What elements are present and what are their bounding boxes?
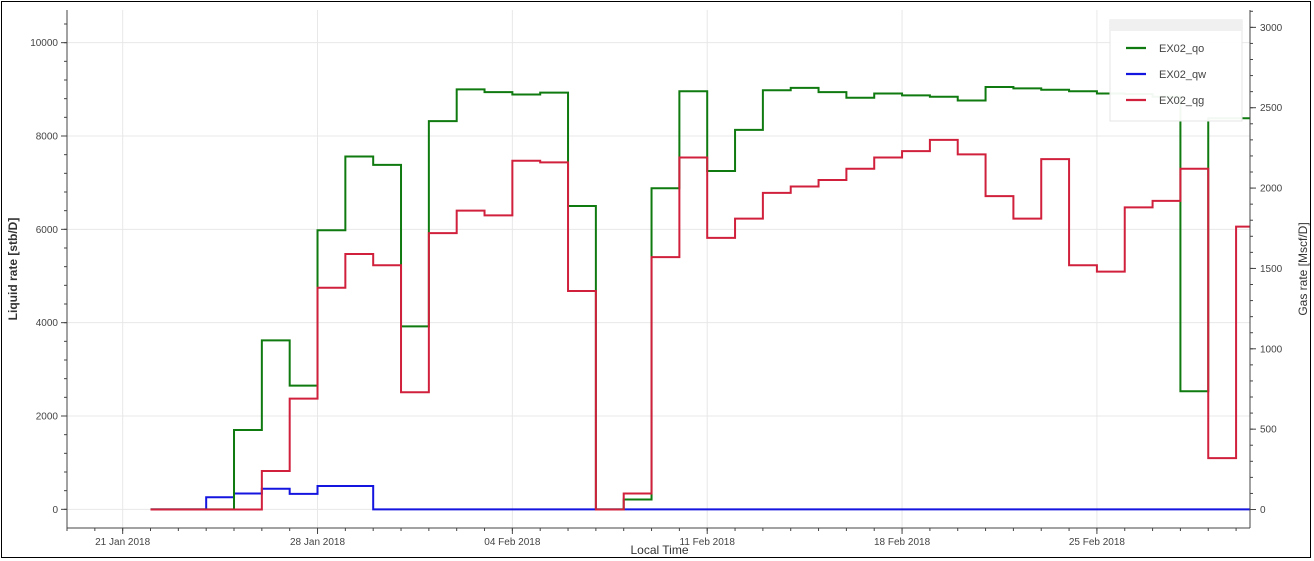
x-tick-label: 25 Feb 2018 bbox=[1069, 537, 1126, 548]
legend-item-ex02-qo[interactable]: EX02_qo bbox=[1126, 43, 1204, 55]
x-tick-label: 11 Feb 2018 bbox=[680, 537, 736, 548]
legend-item-ex02-qg[interactable]: EX02_qg bbox=[1126, 95, 1204, 107]
left-y-tick-label: 8000 bbox=[36, 132, 59, 143]
x-tick-label: 28 Jan 2018 bbox=[290, 537, 345, 548]
right-y-tick-label: 1000 bbox=[1260, 344, 1283, 355]
left-y-tick-label: 4000 bbox=[36, 318, 59, 329]
legend[interactable]: EX02_qo EX02_qw EX02_qg bbox=[1109, 19, 1243, 122]
x-tick-label: 21 Jan 2018 bbox=[95, 537, 150, 548]
right-y-tick-label: 2500 bbox=[1260, 103, 1283, 114]
x-tick-label: 18 Feb 2018 bbox=[874, 537, 931, 548]
right-y-tick-label: 1500 bbox=[1260, 264, 1283, 275]
right-y-tick-label: 2000 bbox=[1260, 184, 1283, 195]
left-y-tick-label: 0 bbox=[52, 505, 58, 516]
legend-label: EX02_qo bbox=[1159, 43, 1204, 55]
right-y-tick-label: 3000 bbox=[1260, 23, 1283, 34]
axes: 21 Jan 2018 28 Jan 2018 04 Feb 2018 11 Feb … bbox=[30, 10, 1283, 548]
right-y-tick-label: 500 bbox=[1260, 425, 1277, 436]
legend-label: EX02_qw bbox=[1159, 69, 1206, 81]
left-y-axis-title: Liquid rate [stb/D] bbox=[6, 218, 20, 321]
plot-area bbox=[67, 10, 1250, 528]
legend-label: EX02_qg bbox=[1159, 95, 1204, 107]
left-y-tick-label: 2000 bbox=[36, 412, 59, 423]
series-layer bbox=[150, 86, 1250, 511]
legend-box bbox=[1109, 19, 1243, 122]
legend-header-bar bbox=[1110, 20, 1242, 31]
right-y-tick-label: 0 bbox=[1260, 505, 1266, 516]
legend-item-ex02-qw[interactable]: EX02_qw bbox=[1126, 69, 1206, 81]
right-y-axis-title: Gas rate [Mscf/D] bbox=[1296, 222, 1310, 315]
x-axis-title: Local Time bbox=[630, 543, 688, 557]
left-y-tick-label: 10000 bbox=[30, 38, 58, 49]
series-line-ex02-qg bbox=[150, 138, 1250, 511]
left-y-tick-label: 6000 bbox=[36, 225, 59, 236]
x-tick-label: 04 Feb 2018 bbox=[484, 537, 541, 548]
